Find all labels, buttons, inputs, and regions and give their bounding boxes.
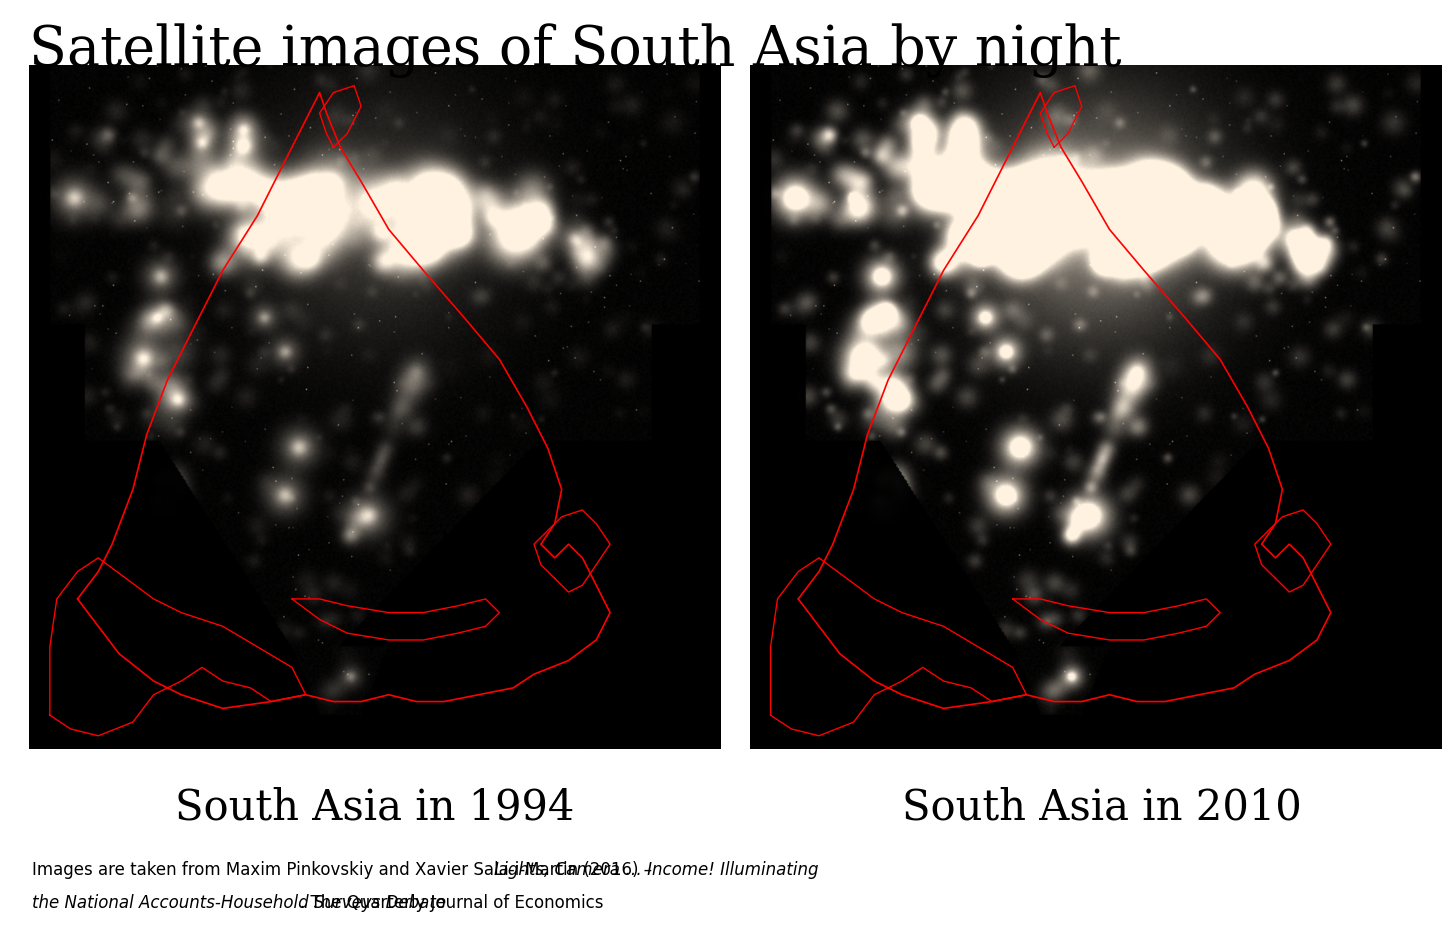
Text: . The Quarterly Journal of Economics: . The Quarterly Journal of Economics <box>300 894 604 911</box>
Text: Images are taken from Maxim Pinkovskiy and Xavier Sala-i-Martin (2016) –: Images are taken from Maxim Pinkovskiy a… <box>32 861 658 879</box>
Text: South Asia in 2010: South Asia in 2010 <box>903 787 1302 829</box>
Text: Satellite images of South Asia by night: Satellite images of South Asia by night <box>29 23 1121 78</box>
Text: the National Accounts-Household Surveys Debate: the National Accounts-Household Surveys … <box>32 894 446 911</box>
Text: Lights, Camera … Income! Illuminating: Lights, Camera … Income! Illuminating <box>495 861 818 879</box>
Text: South Asia in 1994: South Asia in 1994 <box>175 787 574 829</box>
